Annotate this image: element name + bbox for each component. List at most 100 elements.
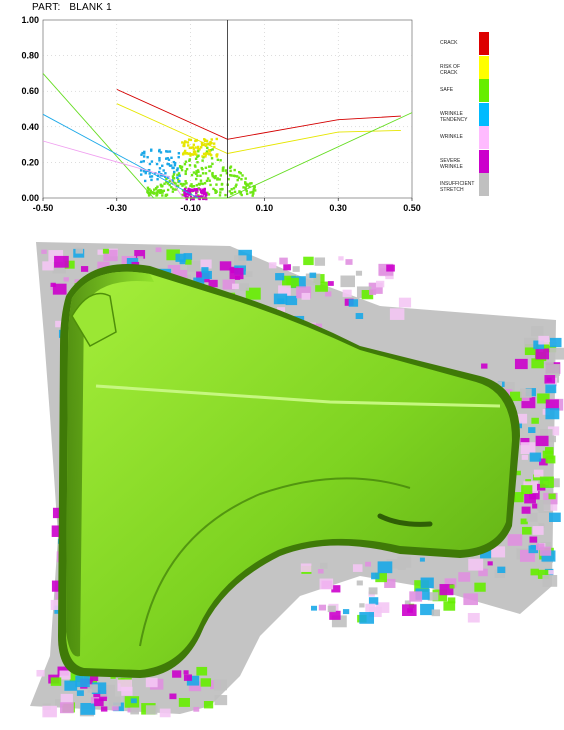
- scatter-point: [195, 178, 197, 180]
- scatter-point: [145, 172, 147, 174]
- scatter-point: [161, 185, 163, 187]
- flange-patch: [522, 507, 531, 514]
- flange-patch: [353, 564, 363, 572]
- legend-swatch: [479, 56, 489, 79]
- scatter-point: [143, 151, 145, 153]
- flange-patch: [325, 291, 331, 296]
- flange-patch: [536, 436, 549, 446]
- flange-patch: [53, 284, 67, 295]
- scatter-point: [206, 180, 208, 182]
- scatter-point: [216, 177, 218, 179]
- legend-swatch: [479, 79, 489, 102]
- flange-patch: [545, 364, 560, 376]
- flange-patch: [515, 359, 528, 369]
- scatter-point: [230, 188, 232, 190]
- flange-patch: [531, 418, 539, 424]
- scatter-point: [173, 171, 175, 173]
- flange-patch: [309, 273, 316, 278]
- limit-curve-wrinkle: [43, 141, 183, 198]
- flange-patch: [234, 255, 246, 265]
- scatter-point: [194, 188, 196, 190]
- flange-patch: [528, 427, 535, 433]
- flange-patch: [542, 575, 557, 587]
- x-tick-label: 0.30: [329, 203, 347, 213]
- scatter-point: [185, 161, 187, 163]
- scatter-point: [201, 168, 203, 170]
- legend-label: WRINKLE TENDENCY: [440, 111, 478, 123]
- flange-patch: [343, 290, 352, 297]
- scatter-point: [181, 169, 183, 171]
- scatter-point: [184, 180, 186, 182]
- scatter-point: [211, 138, 213, 140]
- scatter-point: [195, 153, 197, 155]
- scatter-point: [201, 195, 203, 197]
- scatter-point: [189, 164, 191, 166]
- scatter-point: [153, 192, 155, 194]
- scatter-point: [173, 161, 175, 163]
- scatter-point: [211, 163, 213, 165]
- flange-patch: [468, 559, 483, 571]
- flange-patch: [329, 611, 340, 620]
- scatter-point: [189, 147, 191, 149]
- scatter-point: [219, 178, 221, 180]
- scatter-point: [155, 193, 157, 195]
- flange-patch: [463, 593, 478, 605]
- flange-patch: [545, 408, 559, 419]
- flange-patch: [328, 281, 334, 286]
- flange-patch: [549, 493, 556, 499]
- flange-patch: [540, 547, 551, 556]
- scatter-point: [198, 148, 200, 150]
- scatter-point: [144, 180, 146, 182]
- scatter-point: [244, 182, 246, 184]
- flange-patch: [409, 591, 422, 601]
- scatter-point: [208, 170, 210, 172]
- flange-patch: [60, 702, 74, 713]
- scatter-point: [178, 180, 180, 182]
- scatter-point: [176, 174, 178, 176]
- flange-patch: [117, 680, 132, 692]
- scatter-point: [151, 160, 153, 162]
- legend-label: SEVERE WRINKLE: [440, 158, 478, 170]
- scatter-point: [231, 192, 233, 194]
- scatter-point: [176, 176, 178, 178]
- flange-patch: [64, 681, 77, 691]
- scatter-point: [161, 165, 163, 167]
- scatter-point: [219, 191, 221, 193]
- flange-patch: [356, 271, 362, 276]
- flange-patch: [345, 259, 352, 265]
- legend-item: CRACK: [436, 32, 494, 55]
- scatter-point: [224, 194, 226, 196]
- scatter-point: [233, 169, 235, 171]
- flange-patch: [184, 670, 189, 674]
- scatter-point: [157, 190, 159, 192]
- flange-patch: [175, 254, 185, 262]
- scatter-point: [162, 169, 164, 171]
- flange-patch: [240, 283, 249, 290]
- flange-patch: [535, 349, 549, 360]
- scatter-point: [205, 167, 207, 169]
- scatter-point: [165, 150, 167, 152]
- scatter-point: [203, 138, 205, 140]
- flange-patch: [349, 299, 358, 306]
- scatter-point: [251, 194, 253, 196]
- scatter-point: [201, 159, 203, 161]
- scatter-point: [196, 189, 198, 191]
- scatter-point: [178, 152, 180, 154]
- scatter-point: [174, 182, 176, 184]
- scatter-point: [213, 142, 215, 144]
- flange-patch: [545, 447, 553, 454]
- flange-patch: [522, 455, 528, 460]
- scatter-point: [220, 174, 222, 176]
- scatter-point: [236, 175, 238, 177]
- scatter-point: [229, 174, 231, 176]
- flange-patch: [338, 256, 343, 260]
- flange-patch: [320, 579, 334, 590]
- flange-patch: [286, 296, 298, 305]
- scatter-point: [172, 190, 174, 192]
- flange-patch: [397, 557, 411, 568]
- scatter-point: [184, 163, 186, 165]
- scatter-point: [147, 187, 149, 189]
- flange-patch: [274, 294, 287, 305]
- flange-patch: [76, 248, 83, 254]
- scatter-point: [150, 149, 152, 151]
